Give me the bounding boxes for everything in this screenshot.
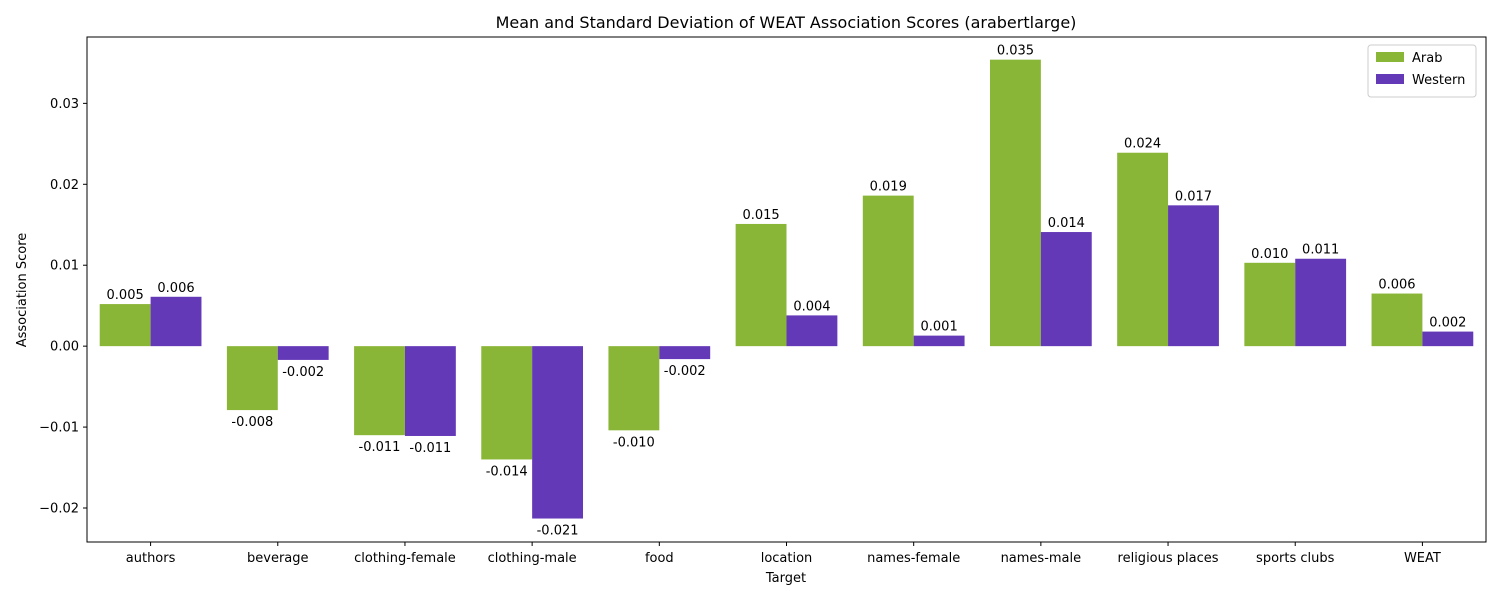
x-tick-label: names-male [1001, 551, 1082, 566]
legend: Arab Western [1367, 44, 1477, 98]
x-tick-label: religious places [1118, 551, 1219, 566]
data-label-arab-5: 0.015 [742, 208, 779, 223]
data-label-western-10: 0.002 [1429, 316, 1466, 331]
legend-swatch-arab [1376, 52, 1404, 62]
bar-western-8 [1168, 205, 1219, 347]
x-tick-label: food [645, 551, 674, 566]
data-label-arab-10: 0.006 [1378, 278, 1415, 293]
y-tick-label: 0.00 [50, 340, 79, 355]
x-tick-label: names-female [867, 551, 960, 566]
bar-arab-0 [99, 304, 151, 347]
bar-western-5 [786, 315, 838, 347]
data-label-western-8: 0.017 [1175, 189, 1212, 204]
x-tick-label: clothing-female [354, 551, 456, 566]
bar-arab-4 [608, 346, 660, 431]
y-tick-label: −0.01 [39, 421, 79, 436]
data-label-arab-6: 0.019 [870, 180, 907, 195]
data-label-western-4: -0.002 [664, 364, 706, 379]
bar-arab-2 [354, 346, 405, 436]
data-label-western-0: 0.006 [157, 281, 194, 296]
bar-western-9 [1295, 258, 1347, 347]
bar-western-7 [1040, 232, 1092, 347]
bar-arab-8 [1117, 152, 1169, 347]
data-label-western-3: -0.021 [537, 524, 579, 539]
bar-arab-7 [989, 59, 1041, 347]
bar-arab-10 [1371, 293, 1423, 347]
data-label-western-2: -0.011 [409, 441, 451, 456]
plot-area: 0.005 -0.008 -0.011 -0.014 -0.010 0.015 0.019 0… [86, 36, 1487, 543]
x-tick-label: WEAT [1404, 551, 1441, 566]
data-label-western-1: -0.002 [282, 365, 324, 380]
data-label-western-7: 0.014 [1048, 216, 1085, 231]
bar-western-2 [404, 346, 456, 436]
data-label-arab-8: 0.024 [1124, 137, 1161, 152]
bar-western-10 [1422, 331, 1474, 347]
legend-label-arab: Arab [1412, 51, 1442, 66]
x-axis: authors beverage clothing-female clothing-m… [126, 542, 1441, 566]
bar-arab-3 [481, 346, 533, 460]
bar-arab-9 [1244, 262, 1296, 347]
bar-arab-6 [862, 195, 914, 347]
x-axis-label: Target [765, 571, 806, 586]
data-label-arab-3: -0.014 [486, 464, 528, 479]
bar-western-6 [913, 335, 965, 347]
y-tick-label: −0.02 [39, 502, 79, 517]
bar-western-0 [150, 296, 202, 347]
bar-western-1 [277, 346, 329, 360]
y-axis-label: Association Score [15, 233, 30, 348]
bar-arab-5 [735, 223, 787, 347]
bar-western-3 [532, 346, 584, 519]
data-label-western-9: 0.011 [1302, 243, 1339, 258]
data-label-western-5: 0.004 [793, 299, 830, 314]
bar-western-4 [659, 346, 711, 360]
y-tick-label: 0.01 [50, 259, 79, 274]
data-label-arab-7: 0.035 [997, 44, 1034, 59]
data-label-arab-9: 0.010 [1251, 247, 1288, 262]
bar-arab-1 [226, 346, 278, 411]
chart-title: Mean and Standard Deviation of WEAT Asso… [496, 13, 1077, 32]
data-label-western-6: 0.001 [921, 320, 958, 335]
data-label-arab-4: -0.010 [613, 435, 655, 450]
x-tick-label: beverage [247, 551, 309, 566]
x-tick-label: sports clubs [1256, 551, 1335, 566]
y-tick-label: 0.02 [50, 178, 79, 193]
y-tick-label: 0.03 [50, 97, 79, 112]
data-label-arab-1: -0.008 [231, 415, 273, 430]
data-label-arab-0: 0.005 [107, 288, 144, 303]
legend-swatch-western [1376, 74, 1404, 84]
x-tick-label: location [761, 551, 813, 566]
x-tick-label: authors [126, 551, 176, 566]
legend-label-western: Western [1412, 73, 1465, 88]
y-axis: −0.02 −0.01 0.00 0.01 0.02 0.03 [39, 97, 87, 517]
data-label-arab-2: -0.011 [359, 440, 401, 455]
x-tick-label: clothing-male [488, 551, 577, 566]
